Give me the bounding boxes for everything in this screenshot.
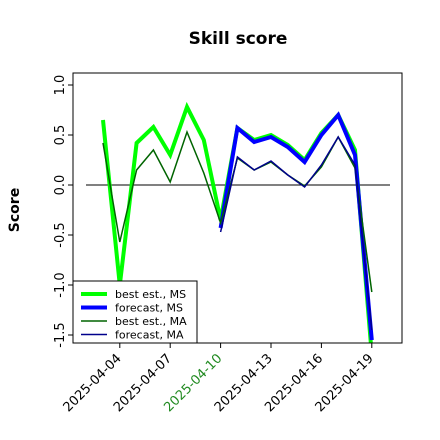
- legend-label: best est., MA: [115, 315, 187, 328]
- legend-label: best est., MS: [115, 288, 186, 301]
- y-tick-label: -1.0: [53, 272, 68, 297]
- legend-label: forecast, MA: [115, 329, 184, 342]
- y-tick-label: 0.0: [53, 175, 68, 196]
- series-line: [102, 129, 373, 293]
- legend-box: [72, 280, 198, 344]
- series-line: [219, 135, 373, 331]
- y-tick-label: -1.5: [53, 322, 68, 347]
- plot-frame: [72, 72, 403, 344]
- legend-label: forecast, MS: [115, 302, 183, 315]
- y-tick-label: 1.0: [53, 75, 68, 96]
- series-line: [218, 111, 374, 341]
- plot-area: [101, 101, 374, 343]
- y-tick-label: 0.5: [53, 125, 68, 146]
- y-axis-label: Score: [7, 188, 23, 232]
- chart-title: Skill score: [189, 29, 288, 49]
- y-tick-label: -0.5: [53, 222, 68, 247]
